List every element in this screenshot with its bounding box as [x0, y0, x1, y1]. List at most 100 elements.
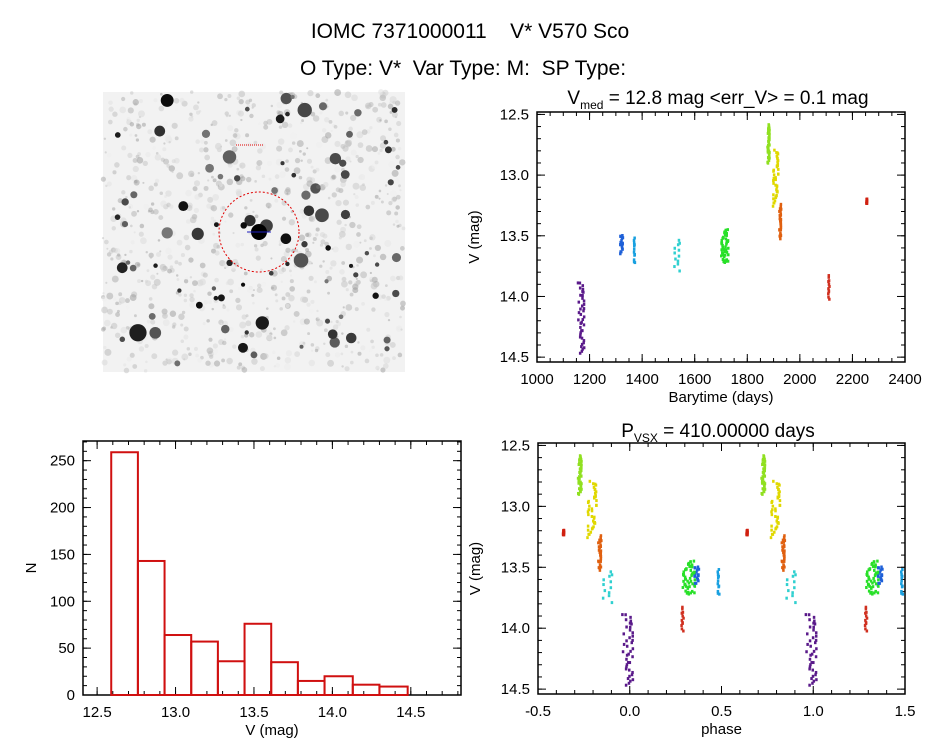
noise-blob [207, 196, 214, 203]
data-point [577, 300, 581, 304]
y-axis-label: V (mag) [467, 542, 484, 595]
star [293, 253, 309, 268]
noise-blob [341, 332, 344, 335]
noise-blob [284, 357, 292, 364]
data-point [593, 491, 597, 495]
data-point [609, 586, 613, 590]
noise-blob [369, 271, 372, 275]
noise-blob [203, 147, 209, 153]
noise-blob [366, 327, 371, 332]
noise-blob [126, 175, 132, 181]
noise-blob [183, 293, 188, 297]
noise-blob [126, 356, 132, 362]
noise-blob [274, 293, 278, 297]
noise-blob [138, 346, 145, 352]
star [268, 270, 274, 276]
noise-blob [345, 304, 353, 311]
noise-blob [292, 320, 296, 323]
data-point [794, 573, 797, 577]
data-point [621, 242, 624, 246]
data-point [791, 591, 794, 595]
data-point [776, 485, 779, 489]
noise-blob [257, 148, 263, 154]
data-point [809, 663, 812, 667]
data-point [580, 329, 583, 333]
noise-blob [312, 237, 317, 242]
noise-blob [331, 192, 337, 198]
x-tick-label: 1.5 [895, 703, 916, 720]
chart-title-part: P [621, 421, 634, 442]
data-point [597, 548, 601, 552]
noise-blob [334, 89, 342, 97]
noise-blob [223, 338, 227, 341]
noise-blob [156, 252, 161, 257]
noise-blob [118, 292, 123, 297]
noise-blob [129, 294, 137, 301]
noise-blob [199, 262, 206, 269]
noise-blob [319, 231, 326, 238]
noise-blob [149, 256, 153, 259]
noise-blob [143, 369, 148, 373]
noise-blob [143, 203, 149, 210]
noise-blob [379, 148, 383, 153]
data-point [876, 559, 879, 563]
data-point [827, 282, 831, 286]
noise-blob [235, 297, 241, 303]
data-point [673, 265, 676, 269]
data-point [577, 311, 581, 315]
noise-blob [345, 140, 349, 144]
noise-blob [384, 184, 388, 187]
noise-blob [148, 252, 154, 258]
data-point [682, 573, 686, 577]
noise-blob [380, 135, 387, 142]
data-point [562, 533, 566, 537]
noise-blob [134, 102, 138, 106]
noise-blob [214, 277, 219, 283]
noise-blob [344, 223, 347, 227]
noise-blob [136, 210, 140, 213]
data-point [772, 179, 775, 183]
chart-title: Vmed = 12.8 mag <err_V> = 0.1 mag [567, 88, 868, 112]
noise-blob [235, 188, 242, 195]
noise-blob [175, 108, 178, 111]
noise-blob [306, 180, 313, 187]
data-point [814, 634, 818, 638]
x-tick-label: 12.5 [83, 704, 112, 721]
noise-blob [212, 232, 216, 236]
noise-blob [176, 172, 184, 180]
noise-blob [314, 348, 319, 353]
noise-blob [222, 305, 227, 310]
noise-blob [217, 93, 223, 100]
noise-blob [238, 362, 243, 367]
noise-blob [239, 321, 247, 329]
noise-blob [299, 296, 306, 303]
noise-blob [212, 343, 218, 349]
data-point [770, 500, 773, 504]
data-point [578, 475, 581, 479]
data-point [683, 575, 687, 579]
data-point [783, 554, 786, 558]
noise-blob [330, 129, 333, 133]
noise-blob [237, 110, 244, 117]
data-point [628, 661, 632, 665]
data-point [864, 605, 868, 609]
data-point [582, 323, 586, 327]
star [280, 233, 292, 245]
noise-blob [273, 327, 276, 331]
data-point [763, 474, 766, 478]
data-point [682, 616, 685, 620]
star [271, 187, 278, 194]
noise-blob [276, 356, 281, 361]
data-point [716, 570, 720, 574]
noise-blob [205, 360, 211, 366]
noise-blob [150, 319, 156, 325]
star [303, 205, 315, 217]
noise-blob [171, 171, 174, 174]
data-point [775, 482, 779, 486]
noise-blob [208, 337, 213, 342]
noise-blob [284, 325, 290, 331]
data-point [880, 565, 883, 569]
data-point [579, 321, 583, 325]
data-point [873, 568, 876, 572]
data-point [768, 128, 771, 132]
